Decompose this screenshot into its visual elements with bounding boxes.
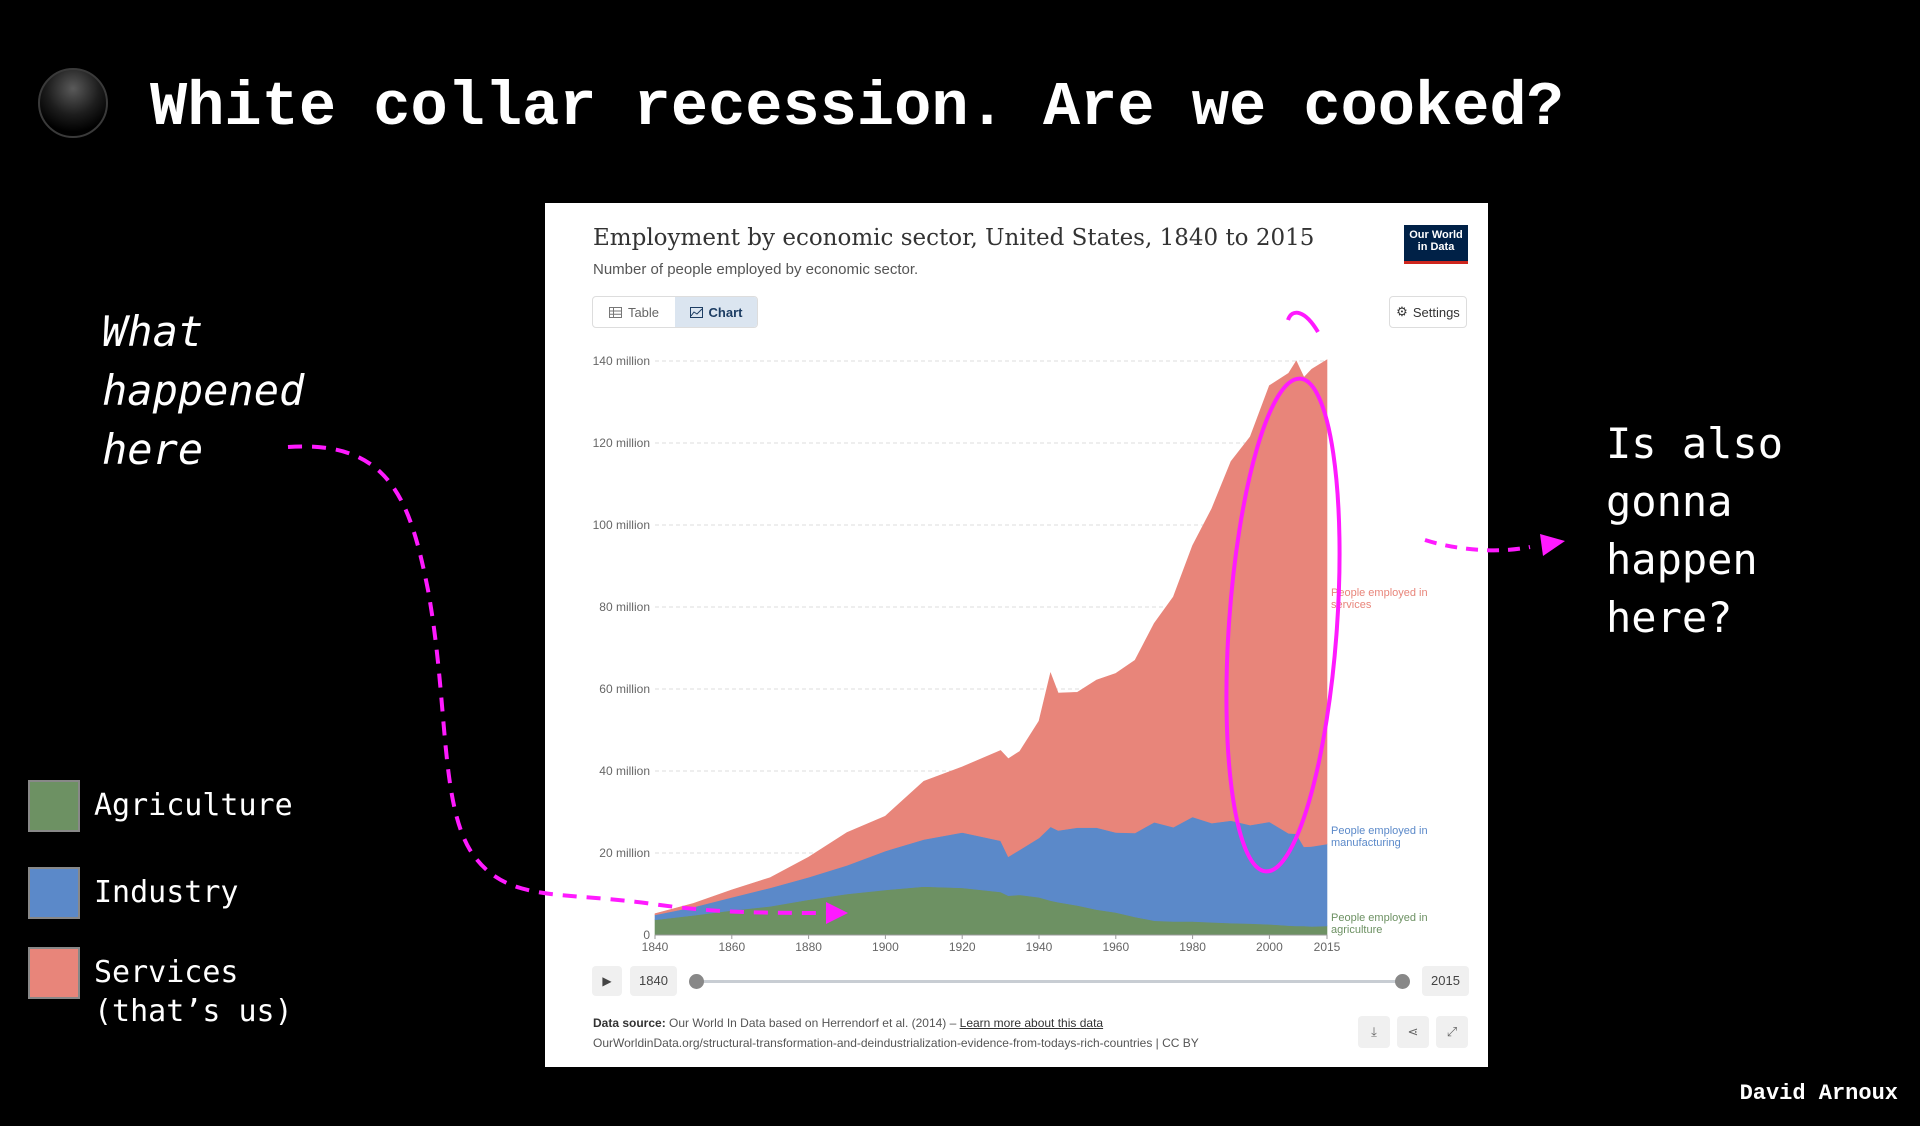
legend-swatch: [28, 780, 80, 832]
annotation-right-line: Is also: [1606, 419, 1784, 468]
timeline-end-handle[interactable]: [1395, 974, 1410, 989]
x-tick-label: 1880: [795, 940, 822, 953]
share-icon: ⋖: [1407, 1024, 1419, 1039]
timeline-end-year[interactable]: 2015: [1422, 966, 1469, 996]
annotation-right: Is also gonna happen here?: [1606, 415, 1906, 647]
annotation-right-line: happen: [1606, 535, 1758, 584]
annotation-left-line: happened: [102, 366, 305, 415]
tab-chart-label: Chart: [708, 304, 743, 320]
tab-table[interactable]: Table: [593, 297, 675, 327]
data-source: Data source: Our World In Data based on …: [593, 1013, 1199, 1053]
series-label: People employed in: [1331, 587, 1428, 599]
annotation-left: What happened here: [102, 302, 402, 479]
x-tick-label: 1940: [1026, 940, 1053, 953]
legend-swatch: [28, 867, 80, 919]
annotation-right-line: here?: [1606, 593, 1733, 642]
timeline-track[interactable]: [696, 980, 1402, 983]
download-button[interactable]: ⤓: [1358, 1016, 1390, 1048]
owid-logo-line: Our World: [1409, 229, 1463, 241]
share-button[interactable]: ⋖: [1397, 1016, 1429, 1048]
legend-label: Agriculture: [94, 788, 293, 823]
x-tick-label: 1960: [1102, 940, 1129, 953]
play-icon: ▶: [602, 974, 612, 988]
annotation-right-line: gonna: [1606, 477, 1733, 526]
x-tick-label: 1980: [1179, 940, 1206, 953]
y-tick-label: 80 million: [599, 600, 650, 614]
chart-card: Employment by economic sector, United St…: [545, 203, 1488, 1067]
x-tick-label: 2000: [1256, 940, 1283, 953]
y-tick-label: 60 million: [599, 682, 650, 696]
timeline-start-handle[interactable]: [689, 974, 704, 989]
timeline-start-year[interactable]: 1840: [630, 966, 677, 996]
y-tick-label: 0: [643, 928, 650, 942]
series-label: manufacturing: [1331, 837, 1401, 849]
legend-swatch: [28, 947, 80, 999]
annotation-left-line: here: [102, 425, 204, 474]
download-icon: ⤓: [1371, 1024, 1377, 1039]
tab-table-label: Table: [627, 304, 660, 320]
author-credit: David Arnoux: [1739, 1081, 1898, 1106]
y-tick-label: 40 million: [599, 764, 650, 778]
table-icon: [608, 306, 622, 318]
slide-title: White collar recession. Are we cooked?: [150, 72, 1564, 143]
legend-label: Services (that’s us): [94, 955, 293, 1029]
owid-logo-line: in Data: [1417, 241, 1455, 253]
x-tick-label: 1920: [949, 940, 976, 953]
source-label: Data source:: [593, 1016, 666, 1030]
settings-button[interactable]: ⚙ Settings: [1389, 296, 1467, 328]
y-tick-label: 20 million: [599, 846, 650, 860]
series-label: People employed in: [1331, 912, 1428, 924]
tab-chart[interactable]: Chart: [675, 297, 757, 327]
fullscreen-icon: ⤢: [1446, 1024, 1458, 1039]
x-tick-label: 1840: [642, 940, 669, 953]
timeline: ▶ 1840 2015: [592, 966, 1469, 998]
title-bullet-icon: [38, 68, 108, 138]
chart-icon: [689, 306, 703, 318]
settings-label: Settings: [1412, 304, 1460, 320]
play-button[interactable]: ▶: [592, 966, 622, 996]
series-label: agriculture: [1331, 924, 1382, 936]
series-label: People employed in: [1331, 825, 1428, 837]
y-tick-label: 120 million: [593, 436, 650, 450]
annotation-left-line: What: [102, 307, 204, 356]
owid-logo[interactable]: Our World in Data: [1404, 225, 1468, 264]
gear-icon: ⚙: [1396, 304, 1408, 319]
y-tick-label: 140 million: [593, 354, 650, 368]
y-tick-label: 100 million: [593, 518, 650, 532]
arrow-right-head: [1540, 534, 1565, 556]
source-text: Our World In Data based on Herrendorf et…: [669, 1016, 957, 1030]
series-label: services: [1331, 599, 1372, 611]
source-url: OurWorldinData.org/structural-transforma…: [593, 1036, 1199, 1050]
x-tick-label: 1860: [718, 940, 745, 953]
x-tick-label: 1900: [872, 940, 899, 953]
chart-subtitle: Number of people employed by economic se…: [593, 261, 919, 278]
area-chart: 0 20 million 40 million 60 million 80 millio…: [593, 354, 1428, 953]
x-tick-label: 2015: [1314, 940, 1341, 953]
fullscreen-button[interactable]: ⤢: [1436, 1016, 1468, 1048]
view-tabs: Table Chart: [592, 296, 758, 328]
legend-label: Industry: [94, 875, 239, 910]
chart-title: Employment by economic sector, United St…: [593, 225, 1315, 251]
learn-more-link[interactable]: Learn more about this data: [959, 1016, 1104, 1030]
